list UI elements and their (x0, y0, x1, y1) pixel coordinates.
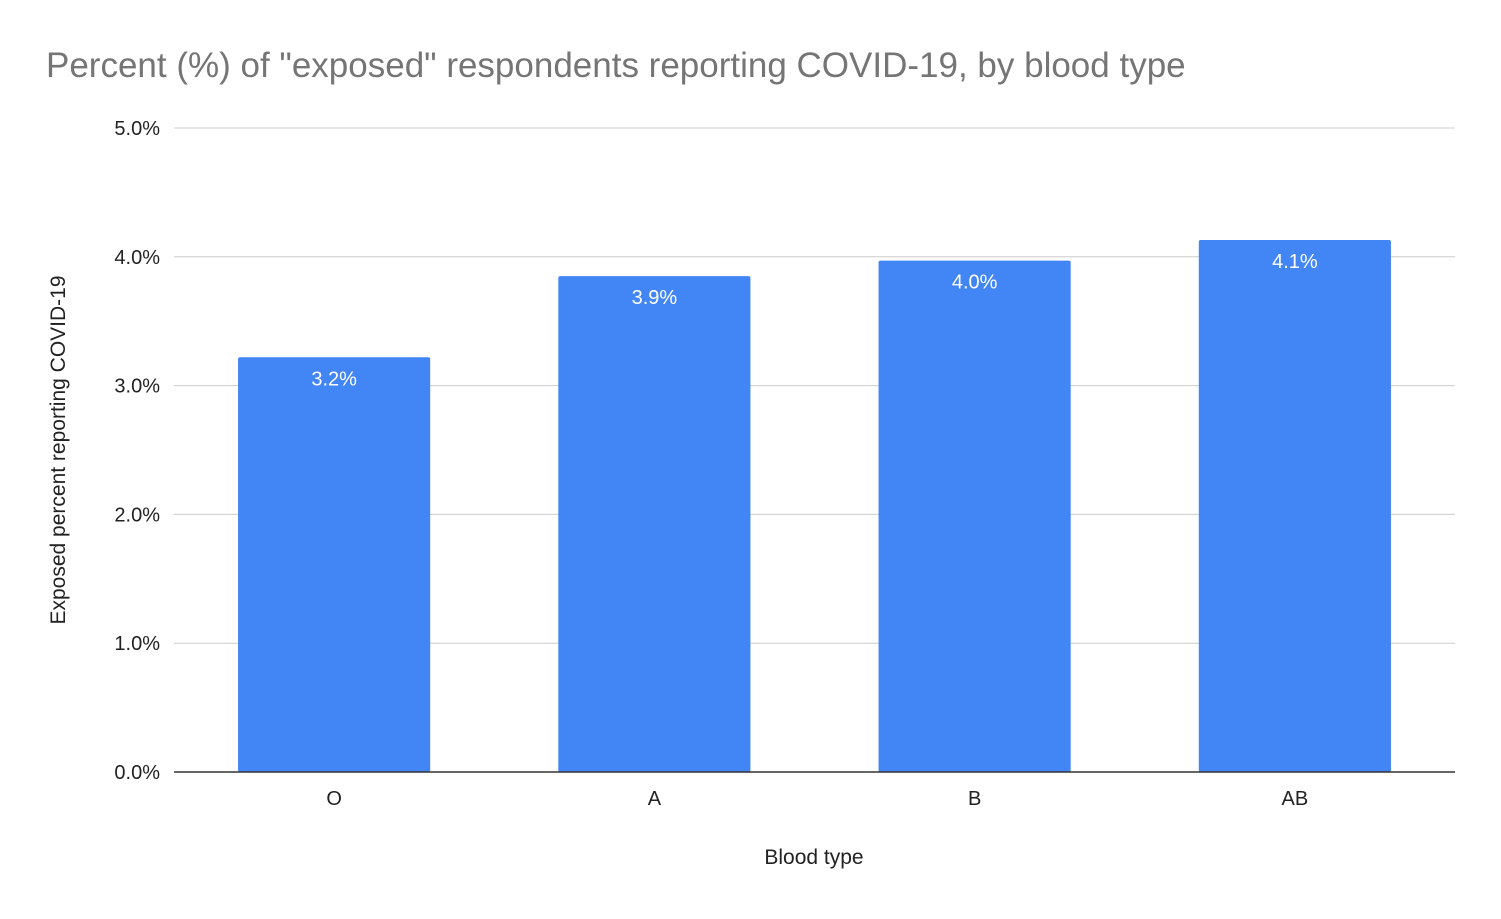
y-axis-title: Exposed percent reporting COVID-19 (47, 275, 70, 624)
bars: 3.2% 3.9% 4.0% 4.1% (238, 240, 1391, 772)
x-tick-label: B (968, 788, 981, 810)
y-tick-label: 1.0% (114, 633, 160, 655)
bar-a (558, 276, 751, 772)
x-tick-label: O (326, 788, 342, 810)
x-tick-label: A (648, 788, 662, 810)
bar-o (238, 357, 431, 772)
chart-title: Percent (%) of "exposed" respondents rep… (46, 46, 1186, 85)
y-tick-label: 5.0% (114, 118, 160, 140)
y-axis-tick-labels: 0.0% 1.0% 2.0% 3.0% 4.0% 5.0% (114, 118, 160, 784)
y-tick-label: 4.0% (114, 247, 160, 269)
data-label: 3.2% (311, 368, 357, 390)
data-label: 3.9% (632, 287, 678, 309)
x-tick-label: AB (1282, 788, 1309, 810)
y-tick-label: 2.0% (114, 504, 160, 526)
data-label: 4.0% (952, 272, 998, 294)
data-label: 4.1% (1272, 251, 1318, 273)
bar-b (878, 260, 1071, 772)
bar-ab (1198, 240, 1391, 772)
y-tick-label: 3.0% (114, 376, 160, 398)
y-tick-label: 0.0% (114, 762, 160, 784)
x-axis-tick-labels: O A B AB (326, 788, 1308, 810)
x-axis-title: Blood type (764, 846, 863, 869)
